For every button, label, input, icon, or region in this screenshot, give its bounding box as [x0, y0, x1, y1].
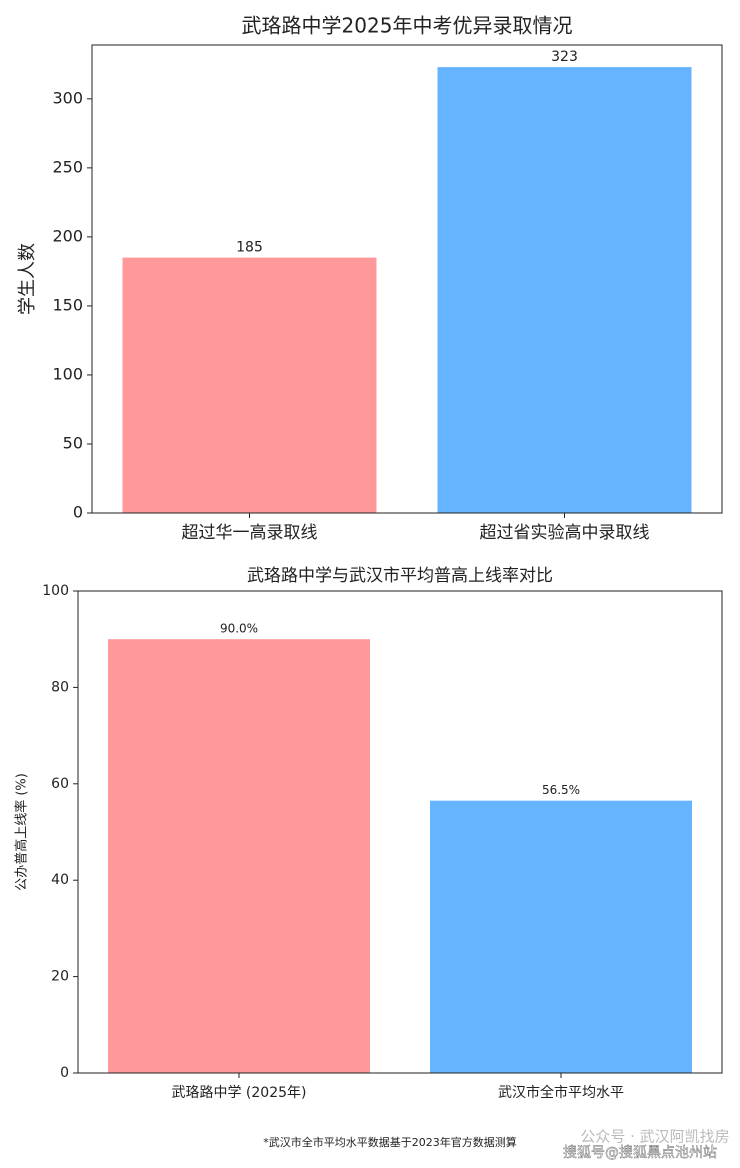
bar — [108, 639, 370, 1073]
y-tick-label: 150 — [52, 295, 83, 314]
data-label: 90.0% — [220, 622, 258, 636]
plot-frame — [91, 44, 723, 514]
y-tick-label: 250 — [52, 157, 83, 176]
data-label: 323 — [551, 49, 578, 65]
y-tick-label: 20 — [51, 969, 69, 985]
x-tick-label: 武汉市全市平均水平 — [498, 1084, 624, 1101]
data-label: 56.5% — [542, 783, 580, 797]
bar — [430, 800, 692, 1073]
plot-frame — [77, 590, 723, 1074]
chart-title: 武珞路中学2025年中考优异录取情况 — [242, 14, 573, 38]
y-tick-label: 80 — [51, 679, 69, 695]
y-tick-label: 300 — [52, 88, 83, 107]
y-tick-label: 100 — [42, 583, 69, 599]
y-tick-label: 100 — [52, 364, 83, 383]
y-tick-label: 60 — [51, 776, 69, 792]
y-axis-label: 学生人数 — [17, 243, 38, 315]
bar — [122, 257, 377, 513]
y-tick-label: 0 — [73, 503, 83, 522]
y-tick-label: 50 — [63, 433, 83, 452]
y-tick-label: 40 — [51, 872, 69, 888]
watermark: 搜狐号@搜狐黑点池州站 — [563, 1145, 717, 1161]
x-tick-label: 超过华一高录取线 — [182, 523, 318, 543]
chart-title: 武珞路中学与武汉市平均普高上线率对比 — [247, 566, 553, 586]
x-tick-label: 武珞路中学 (2025年) — [171, 1085, 306, 1101]
bar — [437, 67, 692, 513]
watermark: 公众号 · 武汉阿凯找房 — [580, 1128, 729, 1146]
y-axis-label: 公办普高上线率 (%) — [14, 773, 30, 891]
data-label: 185 — [236, 240, 263, 256]
x-tick-label: 超过省实验高中录取线 — [480, 523, 650, 543]
y-tick-label: 200 — [52, 226, 83, 245]
y-tick-label: 0 — [60, 1065, 69, 1081]
footnote: *武汉市全市平均水平数据基于2023年官方数据测算 — [263, 1135, 517, 1149]
